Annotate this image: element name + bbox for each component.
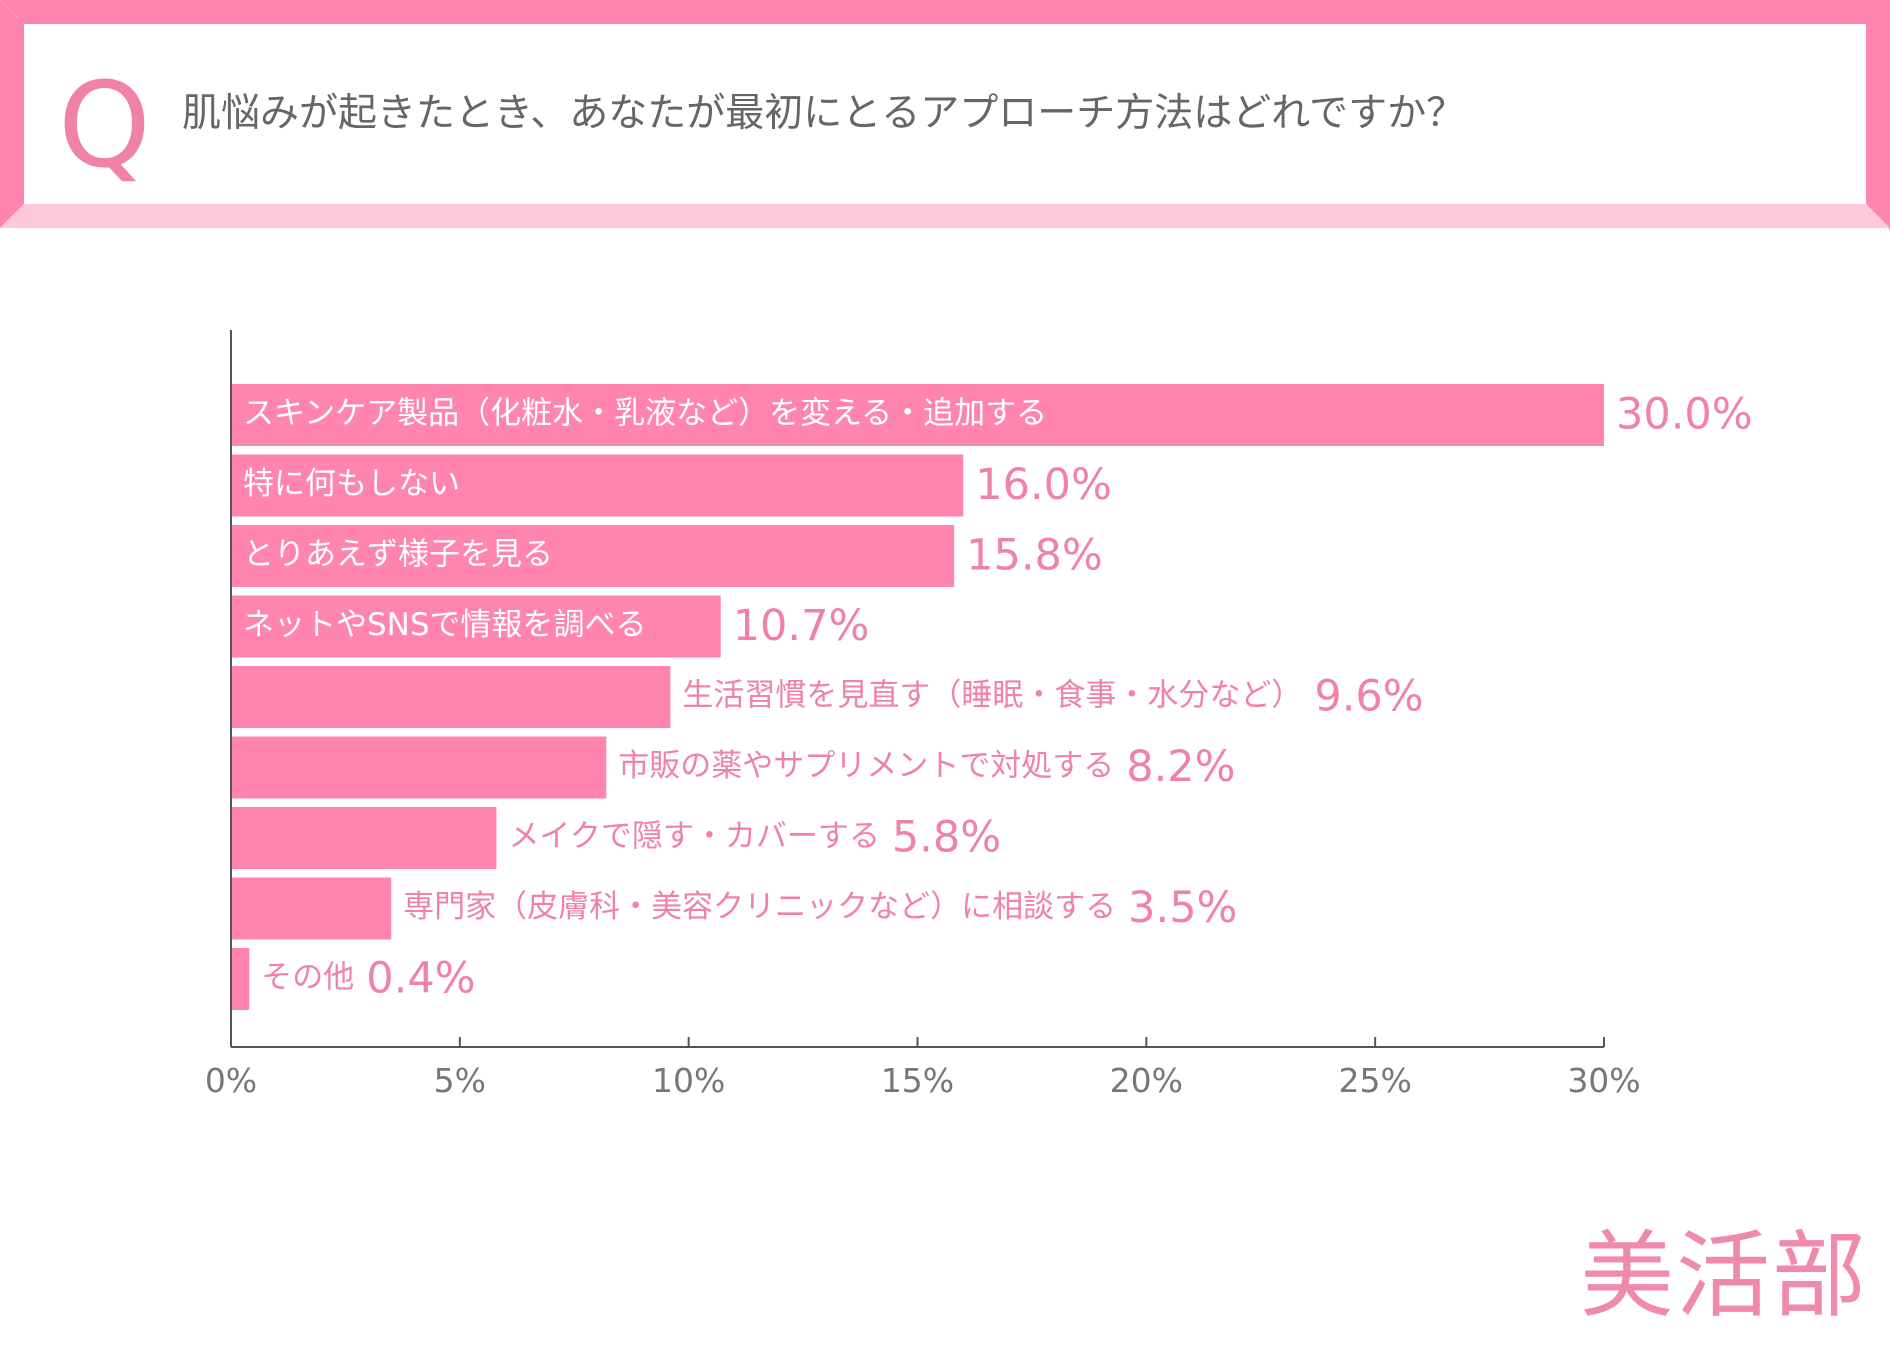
header-frame [0, 0, 1890, 230]
category-label: メイクで隠す・カバーする [508, 819, 879, 855]
chart-bars [231, 384, 1604, 1010]
x-tick-label: 5% [434, 1061, 486, 1100]
x-axis-ticks: 0% 5% 10% 15% 20% 25% 30% [205, 1037, 1641, 1100]
header-frame-top [0, 0, 1890, 230]
category-label: 生活習慣を見直す（睡眠・食事・水分など） [682, 678, 1302, 714]
x-tick-label: 10% [652, 1061, 725, 1100]
value-label: 30.0% [1616, 390, 1753, 440]
bar-5 [231, 666, 671, 728]
value-label: 15.8% [966, 531, 1103, 581]
x-tick-label: 25% [1338, 1061, 1411, 1100]
bar-1 [231, 384, 1604, 446]
category-label: その他 [261, 960, 354, 996]
value-label: 8.2% [1126, 742, 1235, 792]
bar-9 [231, 948, 250, 1010]
value-label: 10.7% [733, 601, 870, 651]
x-tick-label: 0% [205, 1061, 257, 1100]
x-tick-label: 15% [881, 1061, 954, 1100]
value-label: 0.4% [366, 954, 475, 1004]
category-label: 市販の薬やサプリメントで対処する [618, 748, 1114, 784]
bar-8 [231, 877, 392, 940]
category-label: 専門家（皮膚科・美容クリニックなど）に相談する [403, 889, 1116, 925]
question-mark-letter: Q [58, 56, 151, 194]
category-label: とりあえず様子を見る [243, 537, 553, 573]
value-label: 3.5% [1128, 883, 1237, 933]
bar-3 [231, 525, 955, 587]
bar-4 [231, 595, 721, 658]
header-frame-bottom [0, 204, 1890, 228]
x-tick-label: 30% [1567, 1061, 1640, 1100]
value-label: 9.6% [1314, 672, 1423, 722]
x-tick-label: 20% [1110, 1061, 1183, 1100]
question-box [24, 24, 1866, 204]
header-frame-side [0, 0, 24, 228]
bar-6 [231, 736, 607, 799]
value-label: 16.0% [975, 460, 1112, 510]
bar-2 [231, 454, 964, 517]
bar-7 [231, 807, 497, 869]
chart-labels: スキンケア製品（化粧水・乳液など）を変える・追加する 30.0% 特に何もしない 16… [243, 390, 1753, 1004]
category-label: スキンケア製品（化粧水・乳液など）を変える・追加する [243, 396, 1047, 432]
brand-logo: 美活部 [1580, 1222, 1869, 1331]
category-label: ネットやSNSで情報を調べる [243, 607, 647, 643]
question-text: 肌悩みが起きたとき、あなたが最初にとるアプローチ方法はどれですか？ [182, 91, 1466, 136]
value-label: 5.8% [892, 813, 1001, 863]
category-label: 特に何もしない [243, 466, 460, 502]
